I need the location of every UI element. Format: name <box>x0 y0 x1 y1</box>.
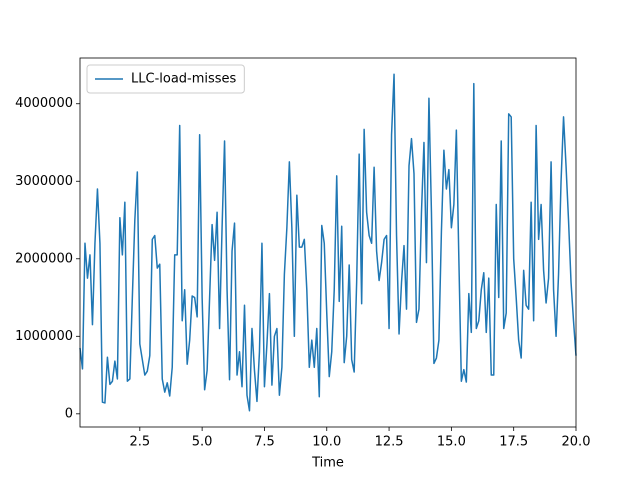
data-line <box>79 73 577 412</box>
x-tick-label: 7.5 <box>254 435 275 450</box>
x-tick-label: 2.5 <box>129 435 150 450</box>
x-tick-label: 17.5 <box>499 435 528 450</box>
y-tick-label: 3000000 <box>15 174 73 189</box>
y-tick-label: 4000000 <box>15 96 73 111</box>
x-tick-label: 12.5 <box>375 435 404 450</box>
x-tick-label: 20.0 <box>562 435 591 450</box>
x-tick-label: 15.0 <box>437 435 466 450</box>
x-tick-label: 10.0 <box>312 435 341 450</box>
legend-label: LLC-load-misses <box>131 72 237 87</box>
legend-box <box>86 64 245 94</box>
y-tick-label: 1000000 <box>15 329 73 344</box>
x-axis-label: Time <box>311 456 344 471</box>
y-tick-label: 2000000 <box>15 251 73 266</box>
y-tick-label: 0 <box>65 406 73 421</box>
x-tick-label: 5.0 <box>192 435 213 450</box>
axes-frame <box>79 57 577 428</box>
